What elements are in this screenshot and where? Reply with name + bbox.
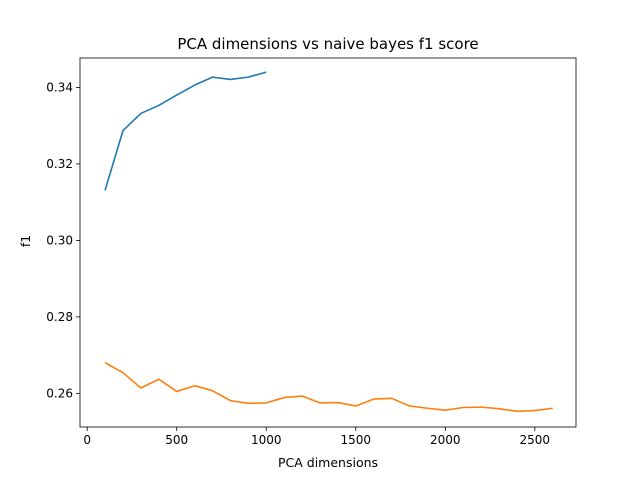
x-axis-label: PCA dimensions xyxy=(278,455,378,470)
y-tick-label: 0.28 xyxy=(46,310,73,324)
x-tick-label: 1500 xyxy=(340,433,371,447)
x-tick-label: 2500 xyxy=(520,433,551,447)
series-line-1 xyxy=(104,71,267,191)
y-axis-label: f1 xyxy=(18,235,33,247)
chart-title: PCA dimensions vs naive bayes f1 score xyxy=(177,35,478,53)
x-axis-ticks: 0 500 1000 1500 2000 2500 xyxy=(83,427,550,447)
y-tick-label: 0.30 xyxy=(46,233,73,247)
y-tick-label: 0.32 xyxy=(46,157,73,171)
x-tick-label: 0 xyxy=(83,433,91,447)
y-axis-ticks: 0.26 0.28 0.30 0.32 0.34 xyxy=(46,80,80,400)
x-tick-label: 2000 xyxy=(430,433,461,447)
y-tick-label: 0.26 xyxy=(46,386,73,400)
plot-frame xyxy=(79,57,577,428)
plot-lines xyxy=(104,71,553,413)
y-tick-label: 0.34 xyxy=(46,80,73,94)
series-line-2 xyxy=(104,362,553,413)
x-tick-label: 1000 xyxy=(251,433,282,447)
x-tick-label: 500 xyxy=(165,433,188,447)
